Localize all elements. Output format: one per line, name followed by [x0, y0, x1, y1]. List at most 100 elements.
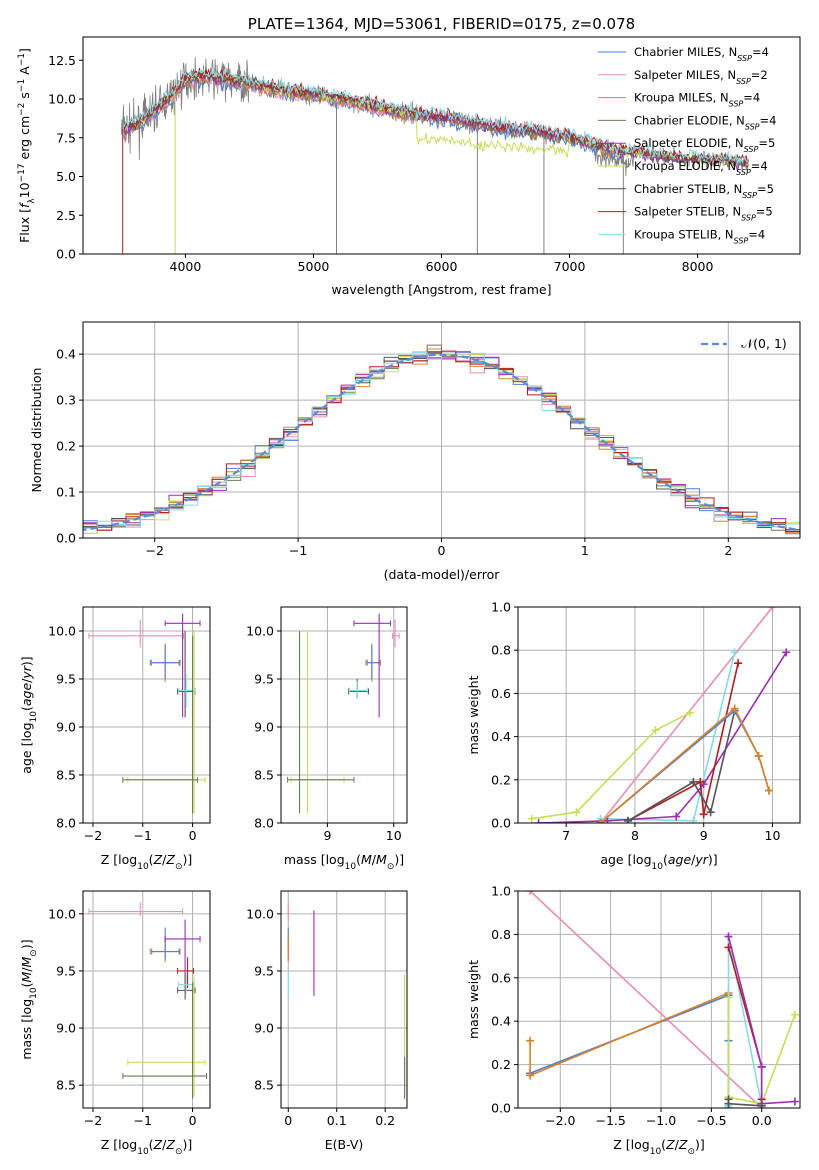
weight-line-kroupa-elodie	[531, 712, 691, 820]
grid-age-vs-Z	[83, 607, 210, 824]
grid-massweight-vs-age	[518, 606, 800, 824]
x-tick-label: 7	[562, 828, 570, 843]
legend-label: Chabrier ELODIE, NSSP=4	[634, 113, 776, 130]
legend-label: Salpeter ELODIE, NSSP=5	[634, 136, 775, 154]
x-tick-label: 0.1	[327, 1113, 347, 1128]
errorbar-point	[88, 619, 185, 648]
errorbar-point	[287, 631, 355, 814]
points-mass-vs-EBV	[287, 902, 406, 1099]
grid-age-vs-mass	[281, 607, 407, 824]
y-tick-label: 0.6	[491, 970, 511, 985]
legend-label: Salpeter STELIB, NSSP=5	[634, 205, 773, 223]
legend-label: Salpeter MILES, NSSP=2	[634, 68, 768, 86]
series-massweight-vs-age	[527, 607, 791, 823]
grid-massweight-vs-Z	[518, 890, 800, 1109]
frame-residuals	[82, 321, 801, 539]
weight-marker	[768, 607, 777, 611]
y-tick-label: 9.5	[56, 963, 76, 978]
x-tick-label: −1.5	[595, 1113, 625, 1128]
y-tick-label: 0.8	[491, 927, 511, 942]
weight-marker	[689, 777, 698, 786]
x-tick-label: −1	[289, 543, 307, 558]
y-tick-label: 9.5	[254, 672, 274, 687]
axes-mass-vs-EBV: 0 0.1 0.2 8.5 9.0 9.5 10.0	[246, 891, 407, 1128]
legend-label: Chabrier MILES, NSSP=4	[634, 45, 769, 63]
x-tick-label: 8000	[682, 259, 714, 274]
points-age-vs-Z	[88, 613, 206, 814]
y-tick-label: 0.4	[491, 729, 511, 744]
errorbar-point	[348, 680, 368, 699]
y-tick-label: 8.5	[56, 768, 76, 783]
grid-mass-vs-Z	[83, 891, 210, 1108]
weight-line-salpeter-miles	[529, 891, 763, 1108]
y-tick-label: 9.0	[56, 720, 76, 735]
weight-marker	[527, 814, 536, 823]
frame-age-vs-Z	[82, 606, 211, 824]
axes-massweight-vs-Z: −2.0 −1.5 −1.0 −0.5 0.0 0.0 0.2 0.4 0.6 0.8 1.0	[491, 884, 800, 1128]
weight-marker	[534, 819, 543, 823]
y-tick-label: 0.4	[491, 1014, 511, 1029]
x-tick-label: 5000	[298, 259, 330, 274]
y-tick-label: 0.2	[56, 439, 76, 454]
x-tick-label: 0	[189, 828, 197, 843]
series-massweight-vs-Z	[526, 891, 799, 1108]
x-tick-label: 10	[386, 828, 402, 843]
ticks-spectrum: 4000 5000 6000 7000 8000 0.0 2.5 5.0 7.5 10.0 12.5	[48, 53, 713, 274]
y-tick-label: 0.1	[56, 485, 76, 500]
x-tick-label: 2	[724, 543, 732, 558]
y-tick-label: 10.0	[246, 624, 274, 639]
y-axis-label: mass [log10(M/M⊙)]	[19, 939, 39, 1059]
weight-marker	[782, 648, 791, 657]
x-tick-label: −2	[84, 828, 102, 843]
weight-marker	[596, 819, 605, 823]
weight-marker	[706, 808, 715, 817]
errorbar-point	[88, 902, 184, 917]
weight-marker	[790, 1010, 799, 1019]
y-tick-label: 0.0	[56, 247, 76, 262]
x-axis-label: Z [log10(Z/Z⊙)]	[613, 1137, 705, 1157]
y-tick-label: 9.0	[254, 720, 274, 735]
legend-label: 𝒩(0, 1)	[741, 336, 787, 351]
errorbar-point	[290, 631, 345, 814]
model-spectrum-kroupa-miles	[123, 73, 622, 158]
ticks-age-vs-Z: −2 −1 0 8.0 8.5 9.0 9.5 10.0	[48, 624, 196, 844]
y-tick-label: 10.0	[246, 906, 274, 921]
ticks-age-vs-mass: 9 10 8.0 8.5 9.0 9.5 10.0	[246, 624, 402, 844]
frame-age-vs-mass	[280, 606, 408, 824]
ticks-mass-vs-Z: −2 −1 0 8.5 9.0 9.5 10.0	[48, 906, 196, 1128]
y-tick-label: 8.5	[254, 1078, 274, 1093]
y-tick-label: 12.5	[48, 53, 76, 68]
weight-marker	[757, 1062, 766, 1071]
weight-line-kroupa-miles	[599, 707, 770, 823]
model-spectrum-salpeter-stelib	[123, 68, 750, 168]
x-tick-label: 8	[631, 828, 639, 843]
y-tick-label: 2.5	[56, 208, 76, 223]
x-tick-label: 10	[765, 828, 781, 843]
weight-marker	[765, 786, 774, 795]
chart-title: PLATE=1364, MJD=53061, FIBERID=0175, z=0…	[248, 15, 635, 33]
weight-line-salpeter-elodie	[727, 936, 796, 1105]
x-tick-label: 0.2	[375, 1113, 395, 1128]
x-tick-label: 9	[323, 828, 331, 843]
y-tick-label: 9.5	[254, 963, 274, 978]
x-axis-label: E(B-V)	[325, 1137, 364, 1152]
x-tick-label: −1	[134, 828, 152, 843]
y-tick-label: 0.6	[491, 686, 511, 701]
ticks-mass-vs-EBV: 0 0.1 0.2 8.5 9.0 9.5 10.0	[246, 906, 395, 1128]
x-tick-label: 0.0	[752, 1113, 772, 1128]
y-tick-label: 8.5	[254, 768, 274, 783]
errorbar-point	[366, 645, 380, 679]
y-tick-label: 1.0	[491, 884, 511, 899]
y-tick-label: 0.4	[56, 347, 76, 362]
model-spectrum-kroupa-stelib	[123, 68, 750, 165]
x-axis-label: (data-model)/error	[384, 567, 501, 582]
x-tick-label: −1.0	[646, 1113, 676, 1128]
x-tick-label: −2	[145, 543, 163, 558]
points-mass-vs-Z	[88, 902, 208, 1099]
y-tick-label: 7.5	[56, 130, 76, 145]
x-axis-label: Z [log10(Z/Z⊙)]	[101, 1137, 193, 1157]
x-tick-label: 0	[189, 1113, 197, 1128]
weight-marker	[689, 816, 698, 823]
y-axis-label: mass weight	[466, 960, 481, 1039]
